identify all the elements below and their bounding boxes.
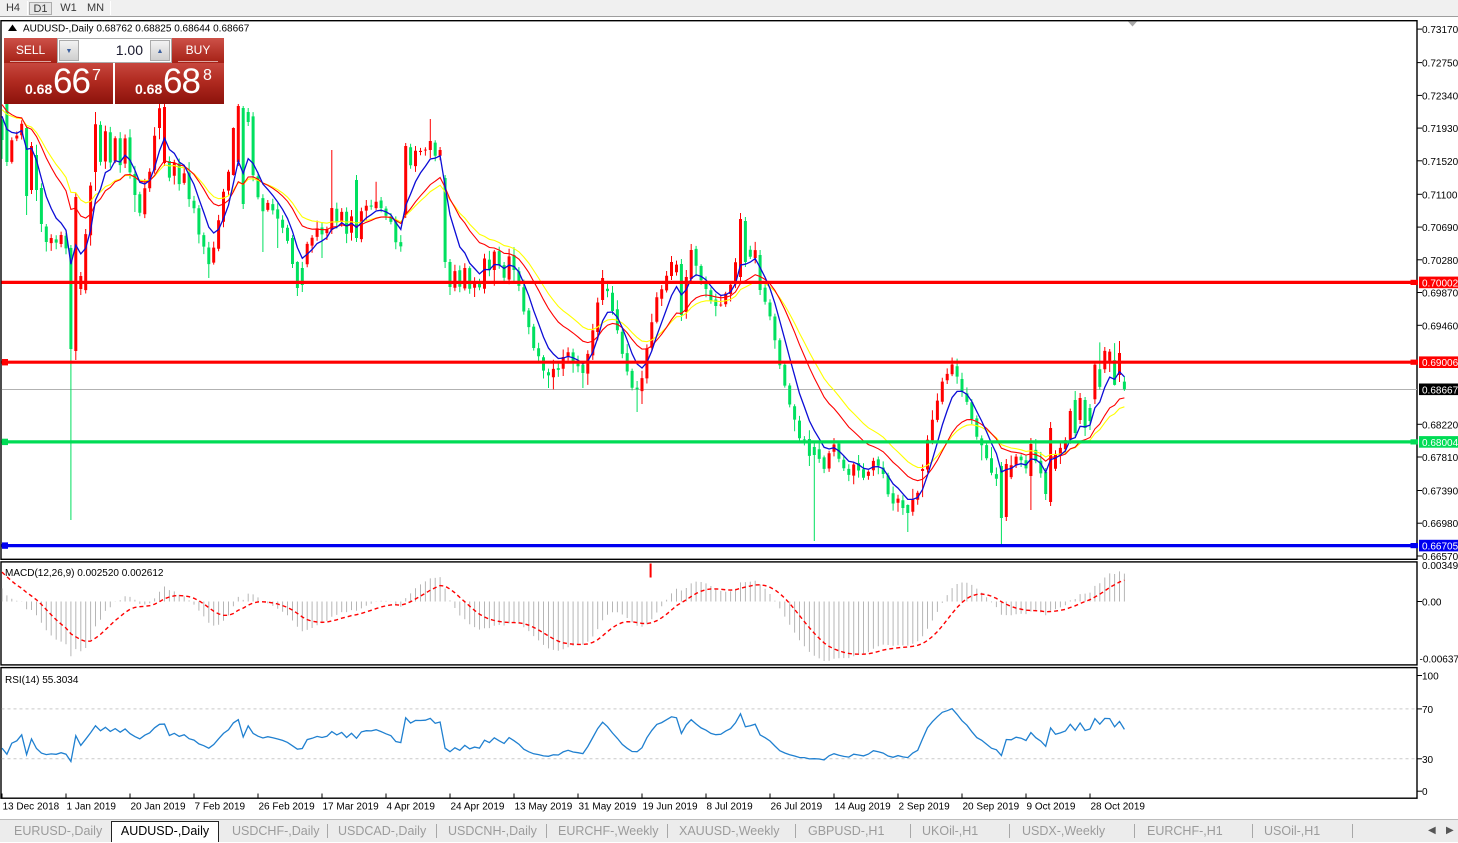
svg-text:0.68667: 0.68667 xyxy=(1422,385,1458,396)
svg-text:AUDUSD-,Daily 0.68762 0.68825: AUDUSD-,Daily 0.68762 0.68825 0.68644 0.… xyxy=(23,24,250,35)
svg-text:0.72750: 0.72750 xyxy=(1422,59,1458,70)
svg-text:0.71520: 0.71520 xyxy=(1422,157,1458,168)
svg-text:0.00: 0.00 xyxy=(1422,598,1442,609)
svg-text:30: 30 xyxy=(1422,755,1434,766)
svg-text:31 May 2019: 31 May 2019 xyxy=(579,802,637,813)
svg-text:70: 70 xyxy=(1422,705,1434,716)
svg-text:0.70002: 0.70002 xyxy=(1422,278,1458,289)
svg-text:26 Jul 2019: 26 Jul 2019 xyxy=(771,802,823,813)
svg-text:100: 100 xyxy=(1422,672,1439,683)
svg-text:0.00349: 0.00349 xyxy=(1422,561,1458,572)
svg-text:0.68004: 0.68004 xyxy=(1422,438,1458,449)
svg-text:0.68220: 0.68220 xyxy=(1422,420,1458,431)
svg-text:0.73170: 0.73170 xyxy=(1422,25,1458,36)
svg-text:1 Jan 2019: 1 Jan 2019 xyxy=(67,802,117,813)
svg-text:-0.00637: -0.00637 xyxy=(1420,655,1458,666)
svg-text:0.69460: 0.69460 xyxy=(1422,321,1458,332)
svg-text:0.67810: 0.67810 xyxy=(1422,453,1458,464)
svg-text:0.71930: 0.71930 xyxy=(1422,124,1458,135)
svg-text:7 Feb 2019: 7 Feb 2019 xyxy=(195,802,246,813)
svg-text:24 Apr 2019: 24 Apr 2019 xyxy=(451,802,505,813)
svg-text:0.70690: 0.70690 xyxy=(1422,223,1458,234)
svg-text:13 Dec 2018: 13 Dec 2018 xyxy=(3,802,60,813)
svg-text:0.67390: 0.67390 xyxy=(1422,487,1458,498)
svg-text:0.71100: 0.71100 xyxy=(1422,190,1458,201)
svg-text:0: 0 xyxy=(1422,787,1428,798)
svg-text:20 Sep 2019: 20 Sep 2019 xyxy=(963,802,1020,813)
svg-text:0.70280: 0.70280 xyxy=(1422,256,1458,267)
svg-text:26 Feb 2019: 26 Feb 2019 xyxy=(259,802,316,813)
svg-text:0.69870: 0.69870 xyxy=(1422,289,1458,300)
svg-text:20 Jan 2019: 20 Jan 2019 xyxy=(131,802,186,813)
svg-text:0.66705: 0.66705 xyxy=(1422,542,1458,553)
svg-text:17 Mar 2019: 17 Mar 2019 xyxy=(323,802,380,813)
svg-text:4 Apr 2019: 4 Apr 2019 xyxy=(387,802,436,813)
svg-text:0.66980: 0.66980 xyxy=(1422,519,1458,530)
svg-text:19 Jun 2019: 19 Jun 2019 xyxy=(643,802,698,813)
svg-text:0.69006: 0.69006 xyxy=(1422,358,1458,369)
svg-text:MACD(12,26,9) 0.002520 0.00261: MACD(12,26,9) 0.002520 0.002612 xyxy=(5,568,164,579)
svg-text:8 Jul 2019: 8 Jul 2019 xyxy=(707,802,754,813)
svg-text:RSI(14) 55.3034: RSI(14) 55.3034 xyxy=(5,675,79,686)
svg-text:0.72340: 0.72340 xyxy=(1422,91,1458,102)
svg-text:28 Oct 2019: 28 Oct 2019 xyxy=(1091,802,1146,813)
svg-text:13 May 2019: 13 May 2019 xyxy=(515,802,573,813)
svg-text:9 Oct 2019: 9 Oct 2019 xyxy=(1027,802,1076,813)
svg-text:2 Sep 2019: 2 Sep 2019 xyxy=(899,802,951,813)
svg-text:14 Aug 2019: 14 Aug 2019 xyxy=(835,802,892,813)
